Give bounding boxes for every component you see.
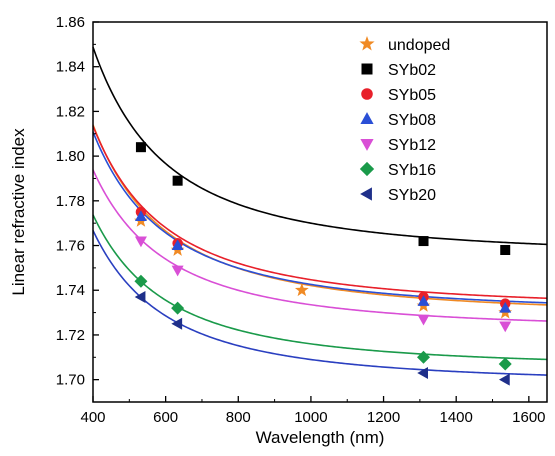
- point-syb12: [134, 236, 147, 248]
- data-markers: [134, 142, 513, 386]
- tick-labels: 400 600 800 1000 1200 1400 1600 1.70 1.72 1.74 1.7…: [56, 14, 546, 426]
- x-tick-label: 1600: [512, 409, 545, 426]
- legend-label-syb20: SYb20: [388, 187, 436, 204]
- point-syb02: [172, 175, 183, 186]
- point-syb20: [171, 317, 183, 330]
- legend-marker-syb05: [361, 88, 373, 100]
- fit-line-undoped: [92, 124, 548, 306]
- fit-line-syb05: [92, 125, 548, 300]
- point-syb08: [134, 210, 147, 221]
- y-tick-label: 1.76: [56, 238, 85, 255]
- x-tick-label: 1400: [440, 409, 473, 426]
- point-syb02: [500, 245, 511, 255]
- y-axis-title: Linear refractive index: [9, 128, 28, 296]
- fit-curves: [92, 46, 548, 376]
- point-syb12: [499, 321, 512, 333]
- point-syb20: [417, 366, 429, 379]
- y-tick-label: 1.78: [56, 193, 85, 210]
- plot-frame: [92, 21, 548, 403]
- point-syb08: [499, 301, 512, 313]
- x-tick-label: 400: [80, 409, 105, 426]
- y-tick-label: 1.72: [56, 327, 85, 344]
- axis-ticks: [92, 21, 530, 402]
- legend-label-syb02: SYb02: [388, 62, 436, 79]
- legend-label-syb12: SYb12: [388, 137, 436, 154]
- point-syb16: [171, 301, 185, 315]
- legend-marker-syb20: [360, 187, 372, 201]
- point-undoped: [294, 282, 309, 297]
- fit-line-syb12: [92, 169, 548, 322]
- legend-marker-undoped: [359, 36, 375, 51]
- y-tick-label: 1.82: [56, 103, 85, 120]
- x-axis-title: Wavelength (nm): [256, 428, 385, 447]
- y-tick-label: 1.84: [56, 59, 85, 76]
- point-syb02: [135, 142, 146, 153]
- legend-marker-syb16: [359, 161, 375, 177]
- legend-label-syb05: SYb05: [388, 87, 436, 104]
- fit-line-syb08: [92, 131, 548, 304]
- point-syb08: [417, 295, 430, 306]
- x-tick-label: 1000: [294, 409, 327, 426]
- point-syb12: [417, 314, 430, 326]
- point-syb20: [498, 373, 510, 386]
- x-tick-label: 600: [153, 409, 178, 426]
- y-tick-label: 1.74: [56, 282, 85, 299]
- y-tick-label: 1.80: [56, 148, 85, 165]
- point-syb16: [134, 274, 148, 288]
- point-syb12: [171, 265, 184, 277]
- legend-label-syb08: SYb08: [388, 112, 436, 129]
- legend-label-syb16: SYb16: [388, 162, 436, 179]
- point-syb16: [498, 357, 512, 371]
- point-syb16: [417, 350, 431, 364]
- fit-line-syb20: [92, 230, 548, 376]
- legend-marker-syb08: [360, 112, 374, 124]
- y-tick-label: 1.86: [56, 14, 85, 31]
- x-tick-label: 1200: [367, 409, 400, 426]
- legend: undoped SYb02 SYb05 SYb08 SYb12 SYb16 SYb20: [359, 36, 450, 204]
- point-syb20: [134, 290, 146, 303]
- legend-marker-syb12: [360, 139, 374, 151]
- legend-label-undoped: undoped: [388, 37, 450, 54]
- point-syb02: [418, 236, 429, 247]
- x-tick-label: 800: [226, 409, 251, 426]
- y-tick-label: 1.70: [56, 372, 85, 389]
- fit-line-syb02: [92, 46, 548, 246]
- fit-line-syb16: [92, 214, 548, 361]
- legend-marker-syb02: [361, 63, 373, 75]
- point-syb08: [171, 239, 184, 251]
